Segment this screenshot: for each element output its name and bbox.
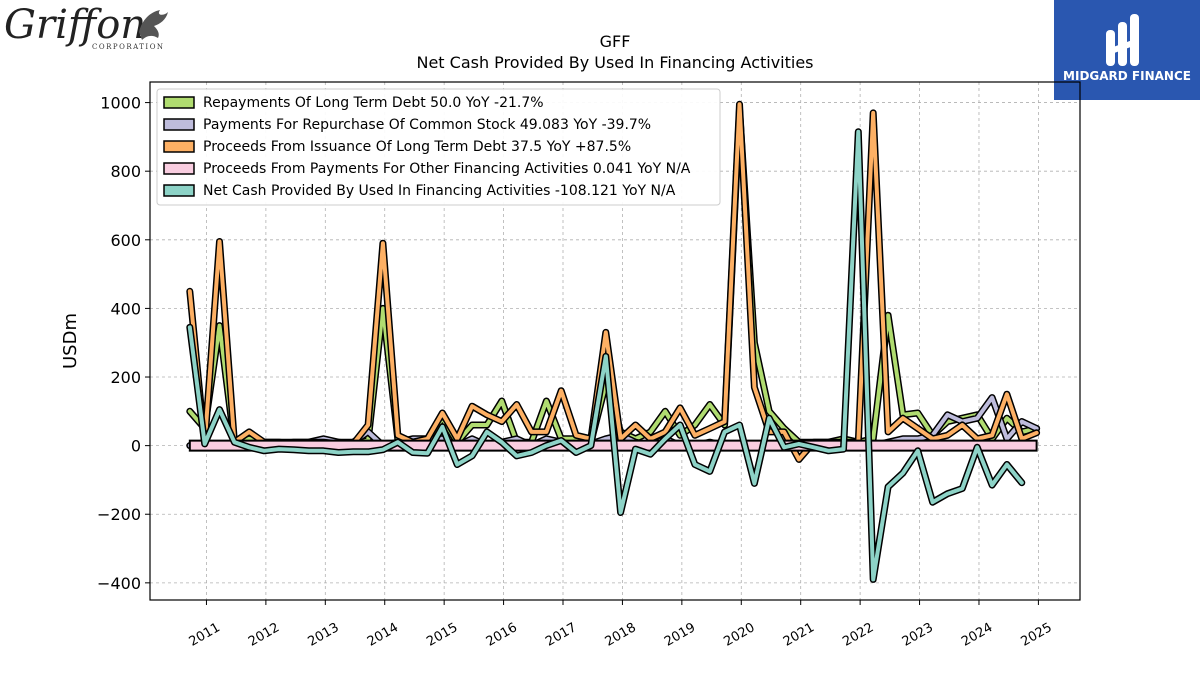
legend-label: Repayments Of Long Term Debt 50.0 YoY -2…: [203, 95, 544, 111]
x-tick-label: 2013: [305, 620, 341, 650]
x-tick-label: 2018: [603, 620, 639, 650]
legend-entry-3: Proceeds From Issuance Of Long Term Debt…: [163, 139, 631, 155]
plot-frame: [149, 81, 1081, 601]
x-tick-label: 2014: [365, 620, 401, 650]
series-5: [186, 128, 1026, 583]
x-tick-label: 2019: [662, 620, 698, 650]
legend-entry-5: Net Cash Provided By Used In Financing A…: [163, 183, 676, 199]
y-tick-label: 600: [110, 231, 141, 250]
y-tick-label: 0: [131, 437, 141, 456]
x-tick-label: 2015: [424, 620, 460, 650]
x-tick-label: 2024: [959, 620, 995, 650]
y-tick-label: 200: [110, 368, 141, 387]
y-tick-label: 400: [110, 299, 141, 318]
legend: Repayments Of Long Term Debt 50.0 YoY -2…: [156, 88, 721, 206]
y-axis: −400 −200 0 200 400 600 800 1000: [97, 94, 150, 593]
legend-swatch: [163, 162, 195, 175]
x-tick-label: 2017: [543, 620, 579, 650]
x-tick-label: 2021: [781, 620, 817, 650]
x-tick-label: 2016: [484, 620, 520, 650]
legend-swatch: [163, 118, 195, 131]
x-tick-label: 2025: [1019, 620, 1055, 650]
legend-label: Proceeds From Issuance Of Long Term Debt…: [203, 139, 631, 155]
legend-box: [156, 88, 721, 206]
griffon-logo: Griffon CORPORATION: [4, 2, 168, 51]
x-tick-label: 2012: [246, 620, 282, 650]
y-tick-label: 800: [110, 162, 141, 181]
x-tick-label: 2011: [187, 620, 223, 650]
legend-swatch: [163, 140, 195, 153]
midgard-finance-logo: MIDGARD FINANCE: [1054, 0, 1200, 100]
legend-label: Proceeds From Payments For Other Financi…: [203, 161, 691, 177]
griffon-logo-subtitle: CORPORATION: [92, 43, 165, 51]
griffon-logo-wordmark: Griffon: [4, 2, 146, 48]
legend-swatch: [163, 96, 195, 109]
x-tick-label: 2023: [900, 620, 936, 650]
legend-swatch: [163, 184, 195, 197]
x-tick-label: 2022: [840, 620, 876, 650]
y-tick-label: −200: [97, 505, 141, 524]
chart-subtitle: Net Cash Provided By Used In Financing A…: [416, 53, 813, 72]
griffon-creature-icon: [139, 10, 168, 40]
series-5-line: [187, 129, 1024, 582]
series-layer: [186, 100, 1041, 583]
y-tick-label: 1000: [100, 94, 141, 113]
midgard-logo-wordmark: MIDGARD FINANCE: [1063, 69, 1191, 83]
x-tick-label: 2020: [721, 620, 757, 650]
legend-entry-2: Payments For Repurchase Of Common Stock …: [163, 117, 651, 133]
legend-entry-4: Proceeds From Payments For Other Financi…: [163, 161, 691, 177]
midgard-emblem-icon: [1105, 14, 1140, 66]
legend-entry-1: Repayments Of Long Term Debt 50.0 YoY -2…: [163, 95, 544, 111]
y-tick-label: −400: [97, 574, 141, 593]
legend-label: Net Cash Provided By Used In Financing A…: [203, 183, 676, 199]
legend-label: Payments For Repurchase Of Common Stock …: [203, 117, 651, 133]
x-axis: 2011 2012 2013 2014 2015 2016 2017 2018 2019 2020…: [187, 600, 1055, 650]
chart-title: GFF: [600, 32, 631, 51]
y-axis-label: USDm: [60, 313, 81, 369]
